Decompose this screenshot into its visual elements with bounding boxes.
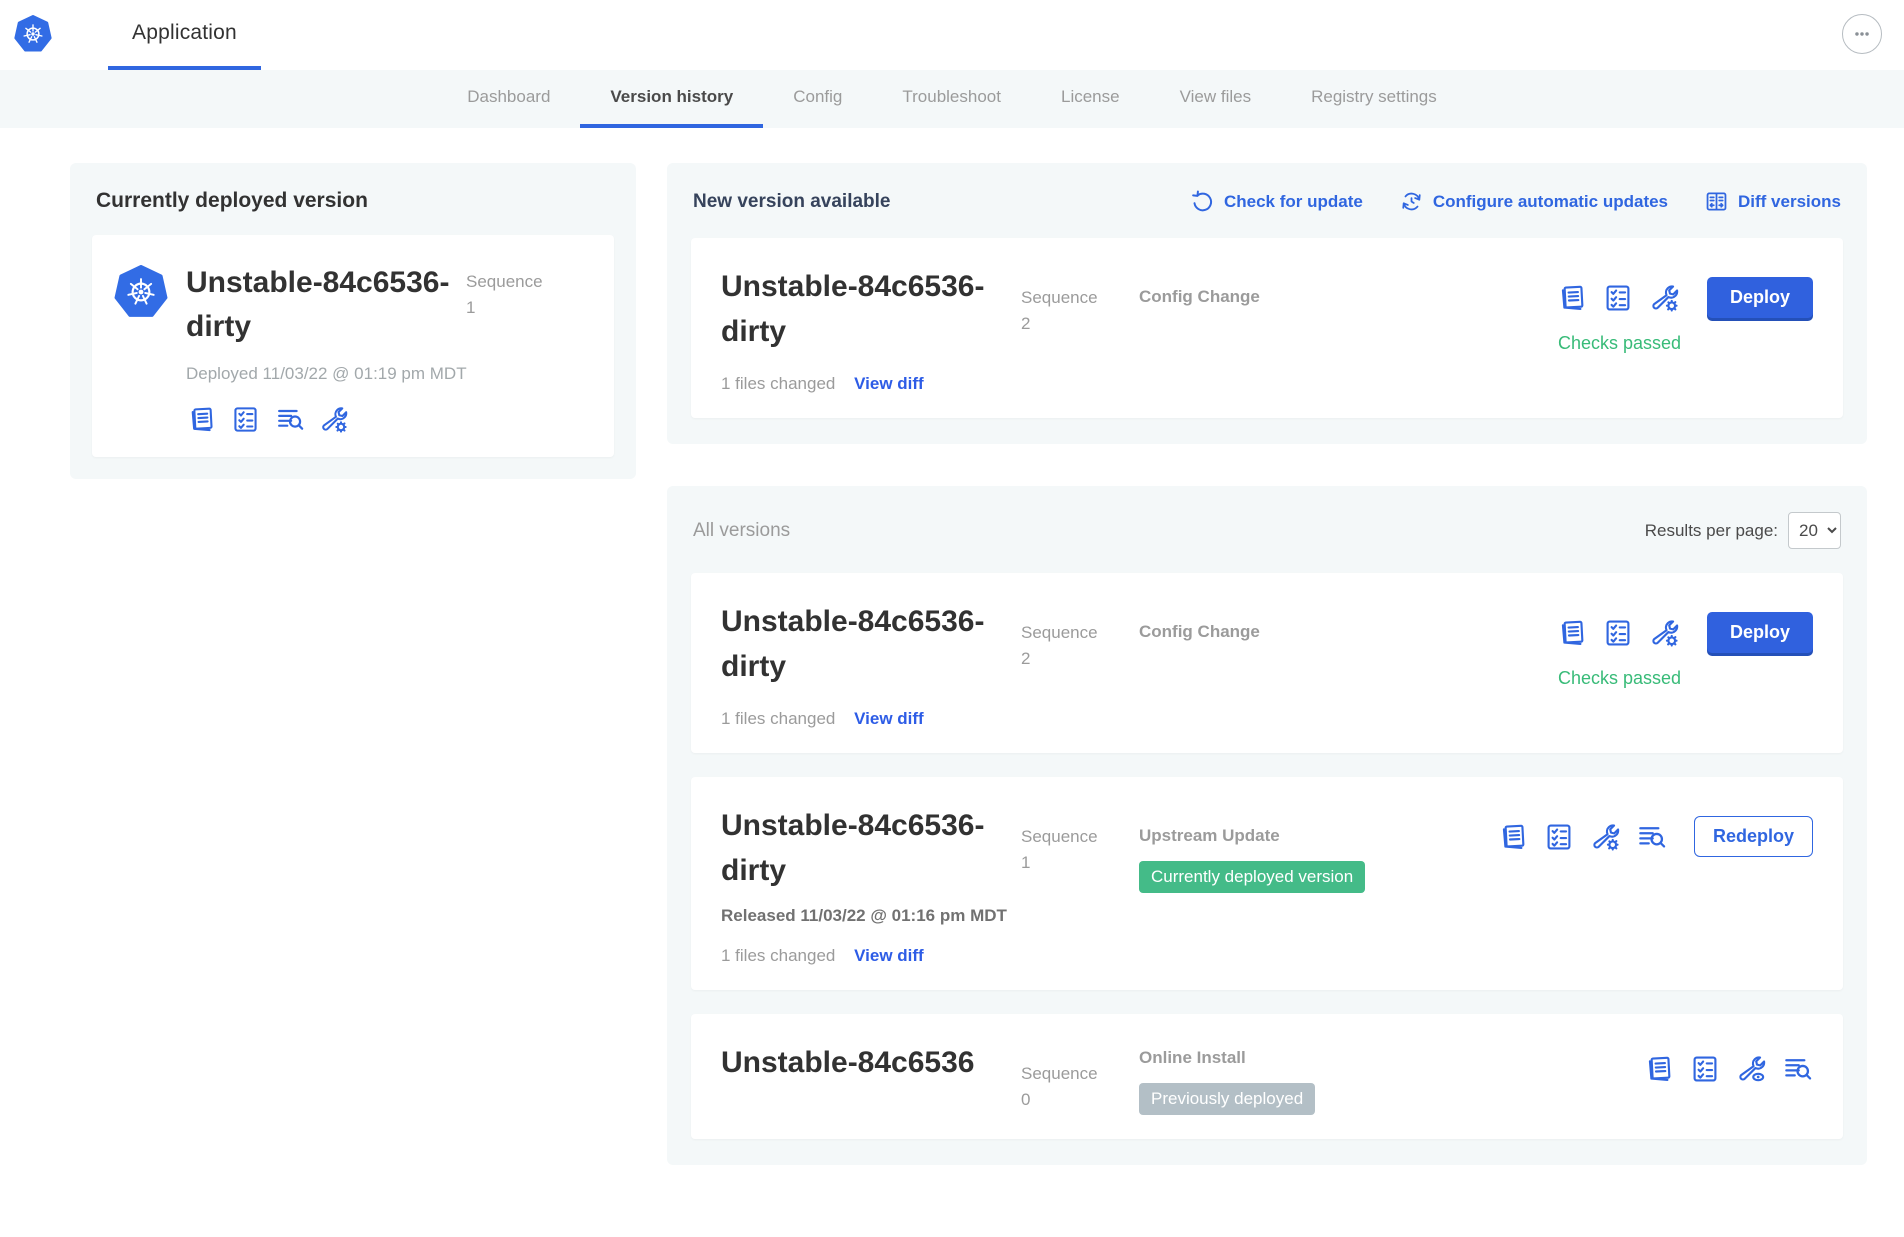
- redeploy-button[interactable]: Redeploy: [1693, 816, 1813, 857]
- refresh-icon: [1190, 189, 1215, 214]
- tab-dashboard[interactable]: Dashboard: [467, 87, 551, 106]
- app-subnav: Dashboard Version history Config Trouble…: [0, 70, 1904, 128]
- new-version-card: Unstable-84c6536-dirty 1 files changed V…: [691, 238, 1843, 418]
- edit-config-icon[interactable]: [318, 404, 349, 435]
- preflight-checks-icon[interactable]: [1689, 1053, 1721, 1085]
- deployed-timestamp: Deployed 11/03/22 @ 01:19 pm MDT: [186, 364, 467, 383]
- deploy-button[interactable]: Deploy: [1706, 277, 1813, 318]
- view-logs-icon[interactable]: [1781, 1053, 1813, 1085]
- sequence-value: 1: [1021, 852, 1031, 872]
- preflight-checks-icon[interactable]: [1602, 617, 1634, 649]
- version-sequence: Sequence 0: [1021, 1040, 1139, 1112]
- release-notes-icon[interactable]: [1556, 617, 1588, 649]
- check-for-update-link[interactable]: Check for update: [1190, 189, 1363, 214]
- view-diff-link[interactable]: View diff: [854, 374, 924, 393]
- sequence-label: Sequence: [466, 272, 543, 291]
- sequence-label: Sequence: [1021, 827, 1098, 846]
- sequence-label: Sequence: [1021, 623, 1098, 642]
- version-type: Config Change: [1139, 287, 1260, 306]
- kubernetes-app-icon: [114, 265, 168, 319]
- diff-icon: [1704, 189, 1729, 214]
- ellipsis-icon: [1851, 23, 1873, 45]
- currently-deployed-badge: Currently deployed version: [1139, 861, 1366, 893]
- sequence-value: 2: [1021, 313, 1031, 333]
- currently-deployed-title: Currently deployed version: [96, 189, 368, 212]
- version-sequence: Sequence 2: [1021, 264, 1139, 336]
- configure-automatic-updates-label: Configure automatic updates: [1432, 191, 1669, 211]
- new-version-panel: New version available Check for update C…: [667, 163, 1867, 444]
- files-changed: 1 files changed: [721, 374, 836, 393]
- released-timestamp: Released 11/03/22 @ 01:16 pm MDT: [721, 906, 1007, 925]
- tab-registry-settings[interactable]: Registry settings: [1311, 87, 1437, 106]
- all-versions-title: All versions: [693, 519, 791, 541]
- sequence-label: Sequence: [1021, 1064, 1098, 1083]
- diff-versions-label: Diff versions: [1738, 191, 1841, 211]
- version-name: Unstable-84c6536-dirty: [721, 809, 985, 887]
- diff-versions-link[interactable]: Diff versions: [1704, 189, 1841, 214]
- sequence-label: Sequence: [1021, 288, 1098, 307]
- edit-config-icon[interactable]: [1648, 617, 1680, 649]
- checks-status: Checks passed: [1557, 668, 1682, 688]
- version-sequence: Sequence 2: [1021, 599, 1139, 671]
- view-diff-link[interactable]: View diff: [854, 709, 924, 728]
- previously-deployed-badge: Previously deployed: [1139, 1083, 1316, 1115]
- new-version-title: New version available: [693, 190, 891, 212]
- app-title-tab[interactable]: Application: [108, 0, 261, 70]
- files-changed: 1 files changed: [721, 946, 836, 965]
- check-for-update-label: Check for update: [1223, 191, 1363, 211]
- view-diff-link[interactable]: View diff: [854, 946, 924, 965]
- version-row-sequence-1: Unstable-84c6536-dirty Released 11/03/22…: [691, 777, 1843, 990]
- current-version-sequence: Sequence 1: [466, 261, 556, 348]
- configure-automatic-updates-link[interactable]: Configure automatic updates: [1399, 189, 1668, 214]
- auto-update-icon: [1399, 189, 1424, 214]
- currently-deployed-card: Unstable-84c6536-dirty Sequence 1 Deploy…: [92, 235, 614, 457]
- kubernetes-logo-icon: [14, 15, 52, 53]
- all-versions-panel: All versions Results per page: 20 Unstab…: [667, 486, 1867, 1165]
- version-history-page: Currently deployed version Unstable-84c6…: [0, 128, 1904, 1165]
- edit-config-icon[interactable]: [1648, 282, 1680, 314]
- currently-deployed-panel: Currently deployed version Unstable-84c6…: [70, 163, 636, 479]
- tab-config[interactable]: Config: [793, 87, 843, 106]
- version-name: Unstable-84c6536: [721, 1046, 975, 1079]
- version-type: Config Change: [1139, 622, 1260, 641]
- sequence-value: 0: [1021, 1089, 1031, 1109]
- version-type: Online Install: [1139, 1048, 1246, 1067]
- tab-license[interactable]: License: [1060, 87, 1120, 106]
- deploy-button[interactable]: Deploy: [1706, 612, 1813, 653]
- app-header: Application: [0, 0, 1904, 70]
- release-notes-icon[interactable]: [186, 404, 217, 435]
- files-changed: 1 files changed: [721, 709, 836, 728]
- overflow-menu-button[interactable]: [1842, 14, 1882, 54]
- version-row-sequence-2: Unstable-84c6536-dirty 1 files changed V…: [691, 573, 1843, 753]
- checks-status: Checks passed: [1557, 333, 1682, 353]
- version-row-sequence-0: Unstable-84c6536 Sequence 0 Online Insta…: [691, 1014, 1843, 1139]
- release-notes-icon[interactable]: [1556, 282, 1588, 314]
- preflight-checks-icon[interactable]: [230, 404, 261, 435]
- release-notes-icon[interactable]: [1497, 821, 1529, 853]
- sequence-value: 2: [1021, 648, 1031, 668]
- sequence-value: 1: [466, 298, 476, 318]
- release-notes-icon[interactable]: [1643, 1053, 1675, 1085]
- tab-version-history[interactable]: Version history: [580, 70, 764, 128]
- app-title: Application: [132, 21, 237, 44]
- results-per-page-select[interactable]: 20: [1788, 512, 1841, 549]
- tab-view-files[interactable]: View files: [1179, 87, 1252, 106]
- version-name: Unstable-84c6536-dirty: [721, 605, 985, 683]
- results-per-page-label: Results per page:: [1644, 520, 1778, 540]
- view-config-icon[interactable]: [1735, 1053, 1767, 1085]
- tab-troubleshoot[interactable]: Troubleshoot: [902, 87, 1001, 106]
- version-type: Upstream Update: [1139, 826, 1280, 845]
- version-sequence: Sequence 1: [1021, 803, 1139, 875]
- current-version-name: Unstable-84c6536-dirty: [186, 266, 450, 343]
- edit-config-icon[interactable]: [1589, 821, 1621, 853]
- version-name: Unstable-84c6536-dirty: [721, 270, 985, 348]
- preflight-checks-icon[interactable]: [1602, 282, 1634, 314]
- view-logs-icon[interactable]: [274, 404, 305, 435]
- preflight-checks-icon[interactable]: [1543, 821, 1575, 853]
- view-logs-icon[interactable]: [1635, 821, 1667, 853]
